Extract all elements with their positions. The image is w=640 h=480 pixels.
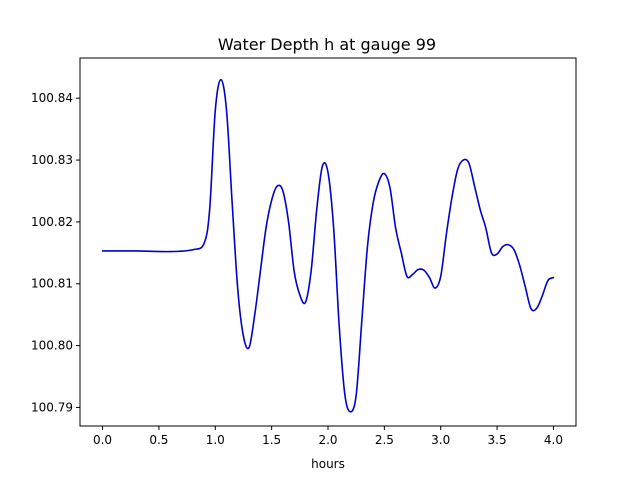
series-line-0 (101, 78, 555, 413)
x-tick-label: 1.5 (262, 433, 281, 447)
x-tick-label: 2.0 (318, 433, 337, 447)
x-axis: 0.0 0.5 1.0 1.5 2.0 2.5 3.0 3.5 4.0 (93, 426, 563, 447)
plot-frame (79, 57, 577, 427)
x-tick-label: 0.5 (149, 433, 168, 447)
y-tick-label: 100.84 (31, 91, 73, 105)
x-tick-label: 0.0 (93, 433, 112, 447)
plot-area (80, 58, 576, 426)
y-tick-label: 100.79 (31, 400, 73, 414)
x-tick-label: 2.5 (375, 433, 394, 447)
y-axis: 100.79 100.80 100.81 100.82 100.83 100.84 (31, 91, 80, 414)
x-axis-label: hours (311, 457, 345, 471)
y-tick-label: 100.81 (31, 277, 73, 291)
x-tick-label: 4.0 (544, 433, 563, 447)
chart-title: Water Depth h at gauge 99 (218, 35, 436, 54)
x-tick-label: 3.0 (431, 433, 450, 447)
y-tick-label: 100.80 (31, 339, 73, 353)
series-layer (101, 78, 555, 413)
y-tick-label: 100.82 (31, 215, 73, 229)
x-tick-label: 3.5 (488, 433, 507, 447)
x-tick-label: 1.0 (206, 433, 225, 447)
y-tick-label: 100.83 (31, 153, 73, 167)
